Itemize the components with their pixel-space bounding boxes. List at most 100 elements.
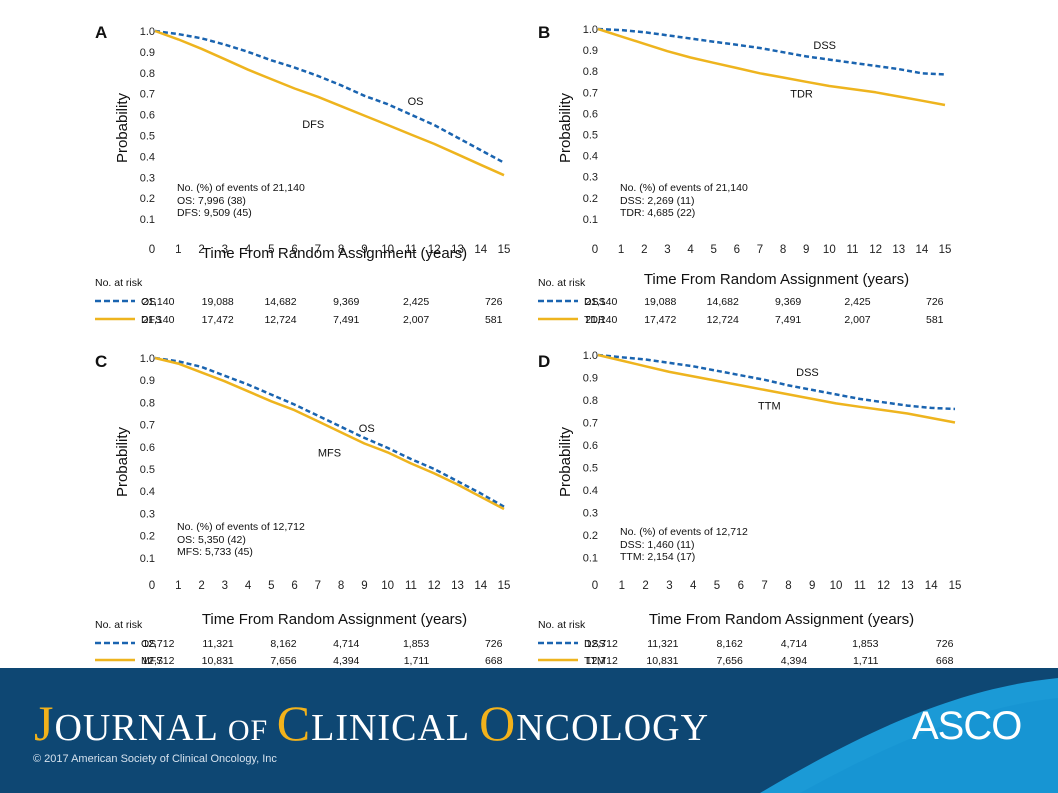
risk-row-label: DSS: [584, 638, 606, 650]
x-tick-label: 6: [734, 244, 740, 256]
panel-letter: D: [538, 352, 550, 371]
risk-value: 1,711: [853, 655, 879, 667]
risk-value: 17,472: [202, 314, 234, 326]
y-tick-label: 0.5: [140, 131, 155, 143]
risk-value: 726: [926, 296, 944, 308]
risk-value: 12,724: [707, 314, 739, 326]
x-tick-label: 13: [901, 580, 914, 592]
x-axis-label: Time From Random Assignment (years): [644, 271, 909, 288]
x-tick-label: 12: [869, 244, 882, 256]
x-tick-label: 7: [315, 580, 321, 592]
events-heading: No. (%) of events of 12,712: [177, 521, 305, 533]
x-tick-label: 4: [690, 580, 697, 592]
panel-A: A0.10.20.30.40.50.60.70.80.91.00 1 2 3 4 5 6 7 8…: [95, 23, 510, 326]
y-tick-label: 0.6: [140, 442, 155, 454]
y-tick-label: 0.2: [583, 530, 598, 542]
y-tick-label: 0.8: [583, 66, 598, 78]
y-tick-label: 1.0: [583, 350, 598, 362]
x-tick-label: 3: [664, 244, 670, 256]
risk-row-label: DFS: [141, 314, 162, 326]
risk-value: 7,656: [270, 655, 296, 667]
y-tick-label: 1.0: [140, 26, 155, 38]
x-tick-label: 13: [451, 244, 464, 256]
events-heading: No. (%) of events of 12,712: [620, 526, 748, 538]
risk-value: 2,425: [844, 296, 870, 308]
x-tick-label: 12: [428, 244, 441, 256]
y-tick-label: 0.8: [140, 68, 155, 80]
x-tick-label: 4: [245, 244, 252, 256]
asco-logo: ASCO: [912, 704, 1022, 748]
risk-value: 2,007: [844, 314, 870, 326]
x-tick-label: 0: [149, 244, 155, 256]
panel-D: D0.10.20.30.40.50.60.70.80.91.00 1 2 3 4 5 6 7 8…: [538, 350, 961, 667]
y-tick-label: 0.7: [583, 418, 598, 430]
y-tick-label: 0.4: [140, 486, 155, 498]
x-tick-label: 5: [268, 580, 274, 592]
risk-value: 4,394: [333, 655, 359, 667]
x-tick-label: 9: [361, 580, 367, 592]
risk-value: 14,682: [264, 296, 296, 308]
y-axis-label: Probability: [114, 92, 131, 163]
y-tick-label: 0.5: [583, 130, 598, 142]
events-line: TDR: 4,685 (22): [620, 207, 695, 219]
risk-value: 19,088: [644, 296, 676, 308]
risk-value: 12,712: [586, 655, 618, 667]
risk-value: 21,140: [585, 314, 617, 326]
risk-value: 14,682: [707, 296, 739, 308]
risk-value: 8,162: [270, 638, 296, 650]
risk-value: 668: [936, 655, 954, 667]
x-tick-label: 9: [361, 244, 367, 256]
x-tick-label: 15: [939, 244, 952, 256]
risk-value: 10,831: [202, 655, 234, 667]
risk-value: 21,140: [142, 296, 174, 308]
x-tick-label: 1: [619, 580, 625, 592]
x-tick-label: 15: [498, 580, 511, 592]
y-tick-label: 0.7: [140, 89, 155, 101]
series-line-os: [154, 356, 505, 508]
x-tick-label: 14: [915, 244, 928, 256]
x-tick-label: 8: [338, 244, 344, 256]
x-tick-label: 11: [846, 244, 858, 256]
events-line: TTM: 2,154 (17): [620, 551, 695, 563]
x-tick-label: 9: [809, 580, 815, 592]
x-tick-label: 7: [761, 580, 767, 592]
risk-row-label: MFS: [141, 655, 163, 667]
x-tick-label: 15: [949, 580, 962, 592]
risk-value: 10,831: [646, 655, 678, 667]
curve-label: TDR: [790, 88, 813, 100]
y-tick-label: 0.6: [583, 440, 598, 452]
y-tick-label: 0.3: [583, 172, 598, 184]
risk-row-label: DSS: [584, 296, 606, 308]
x-tick-label: 11: [405, 244, 417, 256]
risk-value: 1,711: [404, 655, 430, 667]
risk-value: 11,321: [202, 638, 233, 650]
risk-title: No. at risk: [538, 619, 586, 631]
risk-title: No. at risk: [95, 619, 143, 631]
y-tick-label: 0.1: [583, 553, 598, 565]
x-tick-label: 1: [175, 580, 181, 592]
y-axis-label: Probability: [557, 92, 574, 163]
x-tick-label: 6: [291, 580, 297, 592]
risk-value: 2,007: [403, 314, 429, 326]
curve-label: OS: [359, 423, 375, 435]
x-tick-label: 13: [451, 580, 464, 592]
risk-value: 1,853: [852, 638, 878, 650]
x-axis-label: Time From Random Assignment (years): [649, 611, 914, 628]
x-tick-label: 11: [405, 580, 417, 592]
x-tick-label: 12: [877, 580, 890, 592]
y-tick-label: 0.1: [140, 553, 155, 565]
x-tick-label: 15: [498, 244, 511, 256]
x-tick-label: 2: [198, 244, 204, 256]
x-tick-label: 14: [474, 244, 487, 256]
series-line-dfs: [154, 29, 505, 177]
risk-value: 7,491: [775, 314, 801, 326]
risk-value: 4,714: [781, 638, 807, 650]
x-tick-label: 14: [474, 580, 487, 592]
x-axis-label: Time From Random Assignment (years): [202, 245, 467, 262]
series-line-tdr: [597, 27, 946, 107]
events-line: MFS: 5,733 (45): [177, 546, 253, 558]
events-line: OS: 5,350 (42): [177, 534, 246, 546]
events-line: DSS: 1,460 (11): [620, 539, 695, 551]
risk-value: 21,140: [142, 314, 174, 326]
x-tick-label: 3: [222, 580, 228, 592]
